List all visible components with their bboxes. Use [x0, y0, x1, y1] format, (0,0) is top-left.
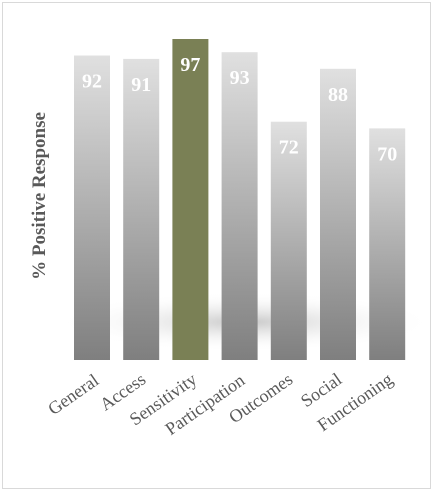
- bars: [74, 39, 406, 361]
- bar-participation: [221, 52, 258, 360]
- bar-general: [74, 55, 110, 360]
- bar-access: [123, 58, 160, 361]
- chart-frame: [2, 2, 431, 489]
- value-label: 88: [328, 84, 348, 106]
- value-label: 93: [230, 67, 250, 89]
- bar-sensitivity: [172, 39, 209, 360]
- y-axis-title: % Positive Response: [29, 112, 50, 280]
- value-label: 91: [131, 74, 151, 96]
- x-tick-label: General: [44, 370, 102, 419]
- bar-social: [320, 68, 356, 361]
- value-labels: 92 91 97 93 72 88 70: [82, 54, 397, 165]
- value-label: 70: [377, 143, 397, 165]
- x-tick-labels: GeneralAccessSensitivityParticipationOut…: [44, 369, 396, 439]
- bar-functioning: [369, 128, 406, 360]
- value-label: 72: [279, 137, 299, 159]
- value-label: 92: [82, 71, 102, 93]
- value-label: 97: [180, 54, 200, 76]
- bar-outcomes: [270, 121, 307, 360]
